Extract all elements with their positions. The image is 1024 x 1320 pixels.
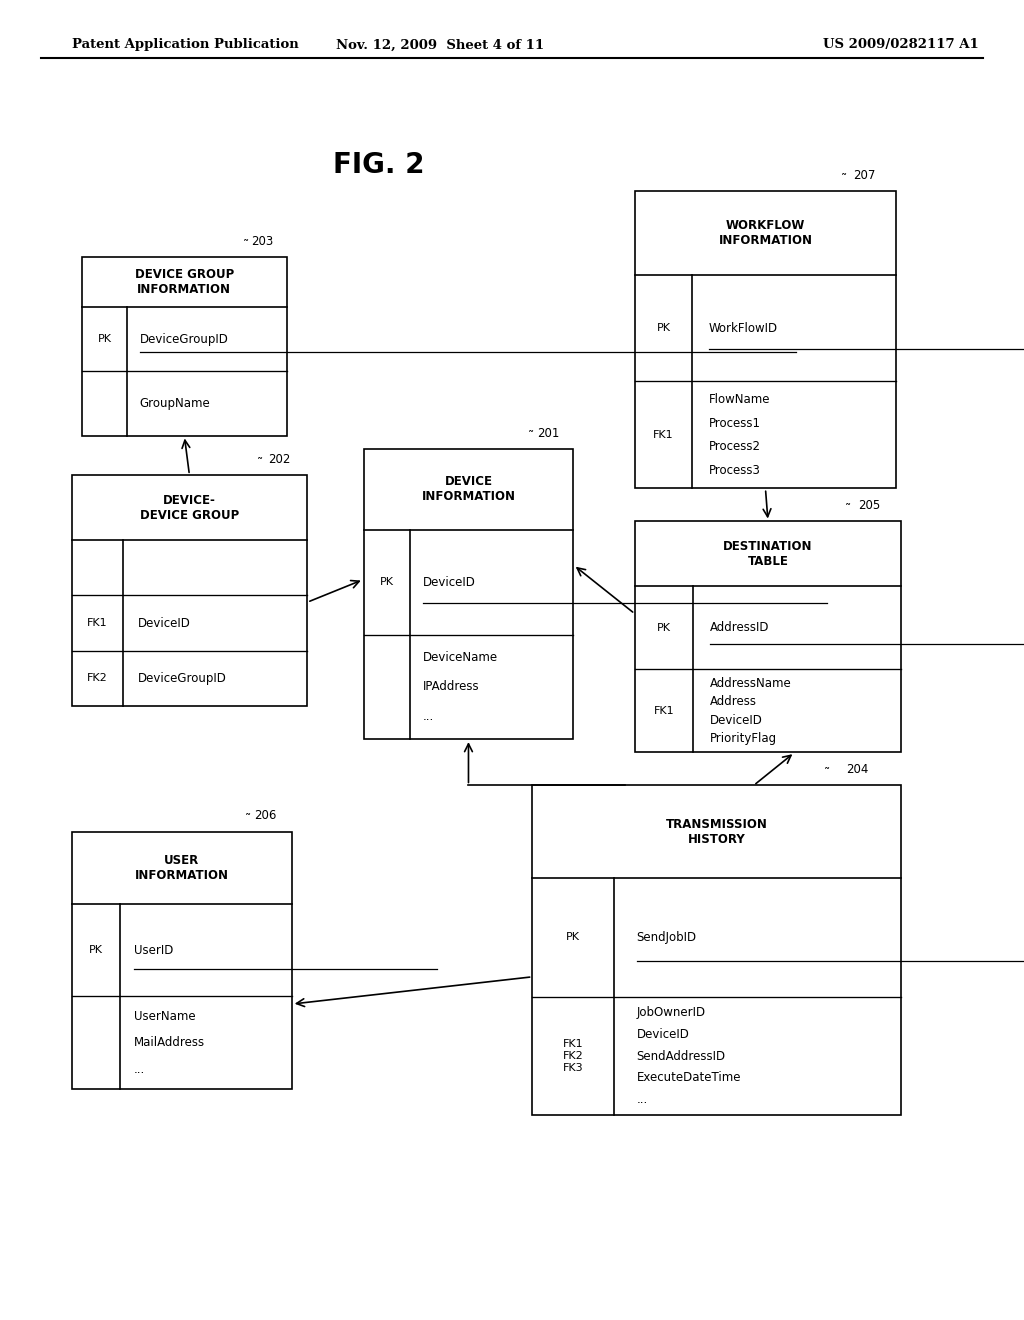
Text: DEVICE GROUP
INFORMATION: DEVICE GROUP INFORMATION xyxy=(135,268,233,297)
Text: 202: 202 xyxy=(267,453,290,466)
Text: UserName: UserName xyxy=(134,1010,196,1023)
Text: ...: ... xyxy=(423,710,434,723)
Text: PK: PK xyxy=(657,623,671,632)
Text: SendAddressID: SendAddressID xyxy=(637,1049,726,1063)
Text: DEVICE
INFORMATION: DEVICE INFORMATION xyxy=(422,475,515,503)
Text: FIG. 2: FIG. 2 xyxy=(333,150,425,180)
Bar xyxy=(72,832,292,1089)
Text: JobOwnerID: JobOwnerID xyxy=(637,1006,706,1019)
Text: DeviceID: DeviceID xyxy=(423,576,476,589)
Text: AddressID: AddressID xyxy=(710,622,770,634)
Text: FK2: FK2 xyxy=(87,673,108,684)
Text: DeviceGroupID: DeviceGroupID xyxy=(139,333,228,346)
Text: DeviceID: DeviceID xyxy=(710,714,763,726)
Text: Process2: Process2 xyxy=(709,441,761,453)
Text: USER
INFORMATION: USER INFORMATION xyxy=(135,854,228,882)
Text: FK1: FK1 xyxy=(653,430,674,440)
Text: PK: PK xyxy=(97,334,112,345)
Text: PK: PK xyxy=(566,932,580,942)
Bar xyxy=(72,475,307,706)
Text: DEVICE-
DEVICE GROUP: DEVICE- DEVICE GROUP xyxy=(140,494,239,521)
Text: GroupName: GroupName xyxy=(139,397,211,411)
Text: ˜: ˜ xyxy=(257,457,263,470)
Text: 207: 207 xyxy=(853,169,876,182)
Text: ...: ... xyxy=(134,1063,145,1076)
Bar xyxy=(82,257,287,436)
Text: Process1: Process1 xyxy=(709,417,761,429)
Text: 204: 204 xyxy=(846,763,868,776)
Text: DeviceID: DeviceID xyxy=(637,1028,689,1041)
Text: ˜: ˜ xyxy=(841,173,847,186)
Text: PK: PK xyxy=(89,945,102,954)
Bar xyxy=(364,449,573,739)
Text: Nov. 12, 2009  Sheet 4 of 11: Nov. 12, 2009 Sheet 4 of 11 xyxy=(336,38,545,51)
Text: PK: PK xyxy=(380,577,393,587)
Text: DeviceID: DeviceID xyxy=(138,616,191,630)
Text: DeviceGroupID: DeviceGroupID xyxy=(138,672,227,685)
Text: DeviceName: DeviceName xyxy=(423,651,498,664)
Text: ˜: ˜ xyxy=(245,813,251,826)
Text: ˜: ˜ xyxy=(824,767,830,780)
Text: WorkFlowID: WorkFlowID xyxy=(709,322,778,334)
Text: 205: 205 xyxy=(858,499,881,512)
Text: FK1: FK1 xyxy=(87,618,108,628)
Text: Address: Address xyxy=(710,696,757,708)
Text: ExecuteDateTime: ExecuteDateTime xyxy=(637,1071,741,1084)
Text: 206: 206 xyxy=(254,809,276,822)
Text: MailAddress: MailAddress xyxy=(134,1036,205,1049)
Text: TRANSMISSION
HISTORY: TRANSMISSION HISTORY xyxy=(666,817,768,846)
Bar xyxy=(635,521,901,752)
Text: PK: PK xyxy=(656,323,671,333)
Text: 203: 203 xyxy=(251,235,273,248)
Text: 201: 201 xyxy=(537,426,559,440)
Text: ˜: ˜ xyxy=(528,430,535,444)
Text: AddressName: AddressName xyxy=(710,677,792,689)
Text: FK1: FK1 xyxy=(654,706,675,715)
Text: FK1
FK2
FK3: FK1 FK2 FK3 xyxy=(562,1039,584,1073)
Bar xyxy=(635,191,896,488)
Text: IPAddress: IPAddress xyxy=(423,680,479,693)
Text: WORKFLOW
INFORMATION: WORKFLOW INFORMATION xyxy=(719,219,812,247)
Text: ˜: ˜ xyxy=(845,503,851,516)
Text: Patent Application Publication: Patent Application Publication xyxy=(72,38,298,51)
Text: UserID: UserID xyxy=(134,944,173,957)
Text: DESTINATION
TABLE: DESTINATION TABLE xyxy=(723,540,813,568)
Text: Process3: Process3 xyxy=(709,465,761,477)
Text: ˜: ˜ xyxy=(243,239,249,252)
Text: FlowName: FlowName xyxy=(709,393,770,405)
Text: ...: ... xyxy=(637,1093,648,1106)
Text: US 2009/0282117 A1: US 2009/0282117 A1 xyxy=(823,38,979,51)
Text: SendJobID: SendJobID xyxy=(637,931,696,944)
Text: PriorityFlag: PriorityFlag xyxy=(710,733,777,744)
Bar xyxy=(532,785,901,1115)
